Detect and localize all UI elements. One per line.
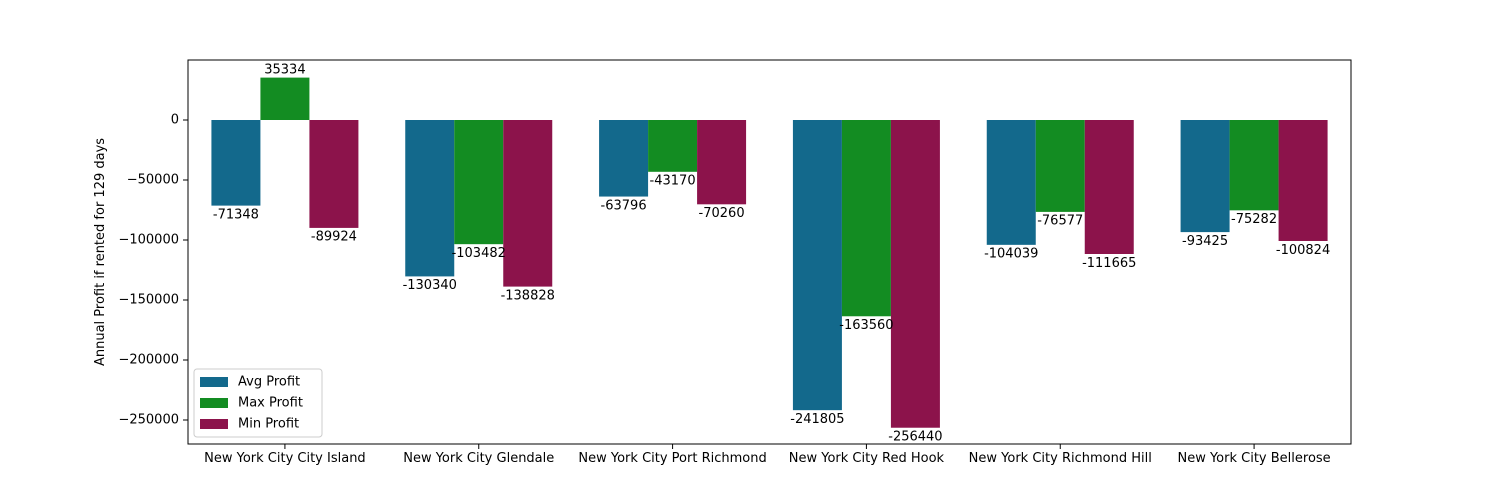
bar-avg-profit-5 [1180,120,1230,233]
x-tick-label: New York City Port Richmond [578,451,766,466]
y-tick-label: −150000 [118,293,179,308]
bar-min-profit-5 [1278,120,1328,241]
x-tick-label: New York City Glendale [403,451,554,466]
data-label: 35334 [264,63,305,78]
legend-swatch [200,377,228,387]
legend-swatch [200,419,228,429]
bar-max-profit-0 [260,77,310,120]
y-axis-title: Annual Profit if rented for 129 days [93,138,108,366]
y-tick-label: −250000 [118,413,179,428]
y-tick-label: 0 [171,113,179,128]
data-label: -63796 [601,198,647,213]
bar-max-profit-3 [841,120,891,317]
legend-label: Avg Profit [238,375,300,390]
x-tick-label: New York City Richmond Hill [969,451,1152,466]
data-label: -241805 [790,412,844,427]
legend-swatch [200,398,228,408]
data-label: -100824 [1276,243,1330,258]
data-label: -138828 [501,288,555,303]
bar-max-profit-4 [1035,120,1085,212]
bar-avg-profit-3 [792,120,842,411]
x-axis: New York City City Island New York City G… [204,444,1331,466]
data-label: -256440 [888,430,942,445]
plot-area [188,60,1351,444]
legend: Avg Profit Max Profit Min Profit [193,368,323,438]
data-label: -104039 [984,247,1038,262]
data-label: -71348 [213,207,259,222]
y-axis: 0 −50000 −100000 −150000 −200000 −250000 [118,113,188,428]
data-labels-group: -71348 35334 -89924 -130340 -103482 -138828 -6… [213,63,1330,445]
plot-frame [187,59,1352,445]
data-label: -111665 [1082,256,1136,271]
data-label: -75282 [1231,212,1277,227]
bar-max-profit-1 [454,120,504,245]
data-label: -76577 [1037,214,1083,229]
bar-max-profit-2 [648,120,698,172]
data-label: -70260 [699,206,745,221]
bar-min-profit-2 [697,120,747,205]
y-tick-label: −200000 [118,353,179,368]
bar-avg-profit-2 [599,120,649,197]
legend-label: Min Profit [238,417,299,432]
y-tick-label: −50000 [127,173,179,188]
data-label: -93425 [1182,234,1228,249]
x-tick-label: New York City City Island [204,451,366,466]
x-tick-label: New York City Bellerose [1177,451,1330,466]
data-label: -103482 [452,246,506,261]
bar-avg-profit-0 [211,120,261,206]
data-label: -89924 [311,230,357,245]
bar-min-profit-4 [1084,120,1134,254]
legend-label: Max Profit [238,396,303,411]
bar-avg-profit-1 [405,120,455,277]
bar-max-profit-5 [1229,120,1279,211]
x-tick-label: New York City Red Hook [789,451,945,466]
data-label: -130340 [403,278,457,293]
y-tick-label: −100000 [118,233,179,248]
data-label: -163560 [839,318,893,333]
bar-min-profit-3 [890,120,940,428]
bar-avg-profit-4 [986,120,1036,245]
bar-min-profit-0 [309,120,359,228]
bar-min-profit-1 [503,120,553,287]
data-label: -43170 [650,174,696,189]
bars-group [211,77,1328,428]
